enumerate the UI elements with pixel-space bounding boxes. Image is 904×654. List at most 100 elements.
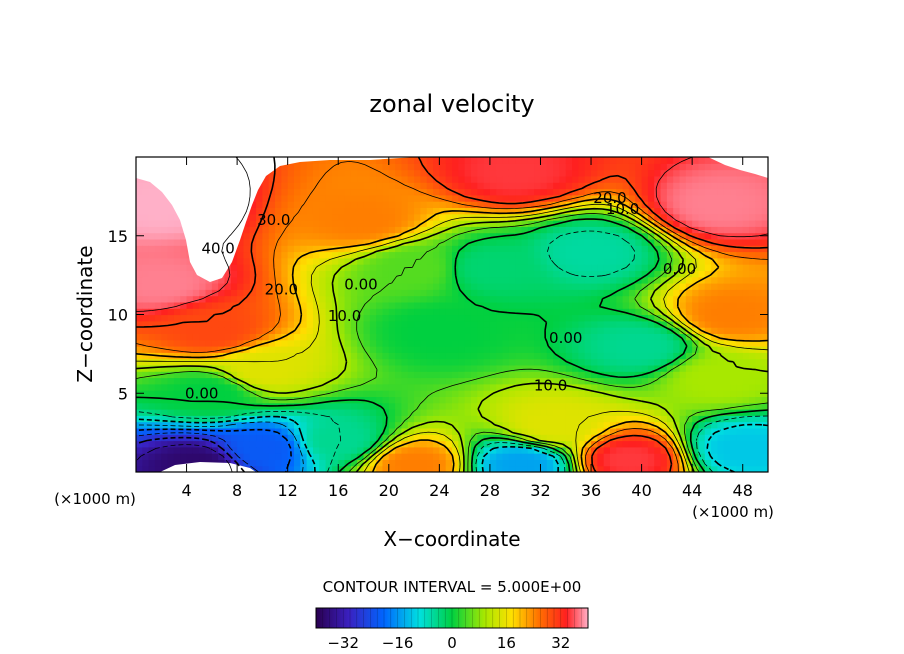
field-cell bbox=[268, 339, 276, 347]
field-cell bbox=[578, 339, 586, 347]
field-cell bbox=[325, 446, 333, 454]
field-cell bbox=[477, 371, 485, 379]
field-cell bbox=[610, 232, 617, 240]
field-cell bbox=[458, 409, 466, 416]
field-cell bbox=[281, 245, 289, 253]
field-cell bbox=[464, 383, 472, 391]
field-cell bbox=[395, 440, 403, 448]
field-cell bbox=[325, 352, 333, 360]
field-cell bbox=[622, 327, 630, 334]
field-cell bbox=[199, 421, 207, 429]
field-cell bbox=[635, 409, 643, 416]
field-cell bbox=[275, 207, 282, 215]
field-cell bbox=[414, 364, 421, 372]
field-cell bbox=[527, 358, 535, 366]
field-cell bbox=[376, 383, 384, 391]
field-cell bbox=[136, 377, 143, 385]
field-cell bbox=[635, 434, 643, 442]
field-cell bbox=[635, 201, 643, 208]
field-cell bbox=[673, 207, 681, 215]
field-cell bbox=[565, 175, 573, 183]
field-cell bbox=[426, 339, 434, 347]
field-cell bbox=[148, 194, 156, 202]
field-cell bbox=[161, 238, 169, 246]
field-cell bbox=[502, 364, 510, 372]
field-cell bbox=[439, 364, 447, 372]
field-cell bbox=[294, 314, 301, 322]
field-cell bbox=[388, 264, 396, 271]
field-cell bbox=[312, 396, 320, 404]
field-cell bbox=[723, 308, 731, 316]
field-cell bbox=[275, 371, 282, 379]
field-cell bbox=[376, 396, 384, 404]
field-cell bbox=[597, 238, 605, 246]
field-cell bbox=[167, 409, 175, 416]
field-cell bbox=[186, 289, 194, 297]
field-cell bbox=[306, 220, 314, 227]
field-cell bbox=[312, 194, 320, 202]
field-cell bbox=[603, 220, 611, 227]
field-cell bbox=[597, 182, 605, 190]
field-cell bbox=[489, 226, 497, 234]
field-cell bbox=[698, 270, 706, 278]
field-cell bbox=[730, 339, 737, 347]
field-cell bbox=[154, 220, 162, 227]
field-cell bbox=[761, 440, 768, 448]
field-cell bbox=[186, 421, 194, 429]
field-cell bbox=[470, 270, 478, 278]
field-cell bbox=[660, 220, 668, 227]
field-cell bbox=[407, 390, 415, 397]
field-cell bbox=[540, 371, 548, 379]
field-cell bbox=[173, 377, 181, 385]
field-cell bbox=[300, 396, 308, 404]
field-cell bbox=[470, 421, 478, 429]
field-cell bbox=[180, 257, 188, 265]
field-cell bbox=[363, 440, 371, 448]
field-cell bbox=[199, 427, 207, 435]
field-cell bbox=[407, 308, 415, 316]
field-cell bbox=[483, 289, 491, 297]
field-cell bbox=[540, 220, 548, 227]
field-cell bbox=[527, 289, 535, 297]
field-cell bbox=[578, 295, 586, 303]
field-cell bbox=[711, 446, 719, 454]
field-cell bbox=[591, 163, 598, 171]
field-cell bbox=[256, 371, 263, 379]
field-cell bbox=[243, 415, 251, 423]
field-cell bbox=[275, 352, 282, 360]
field-cell bbox=[483, 434, 491, 442]
field-cell bbox=[540, 163, 548, 171]
field-cell bbox=[641, 402, 649, 410]
field-cell bbox=[275, 257, 282, 265]
field-cell bbox=[508, 270, 516, 278]
field-cell bbox=[376, 352, 384, 360]
field-cell bbox=[256, 459, 263, 467]
field-cell bbox=[635, 314, 643, 322]
field-cell bbox=[622, 251, 630, 259]
field-cell bbox=[395, 163, 403, 171]
field-cell bbox=[515, 251, 523, 259]
field-cell bbox=[331, 169, 339, 177]
field-cell bbox=[666, 377, 674, 385]
field-cell bbox=[344, 371, 352, 379]
field-cell bbox=[704, 339, 712, 347]
field-cell bbox=[666, 251, 674, 259]
field-cell bbox=[186, 415, 194, 423]
field-cell bbox=[452, 421, 459, 429]
field-cell bbox=[692, 377, 700, 385]
field-cell bbox=[161, 194, 169, 202]
field-cell bbox=[685, 182, 693, 190]
field-cell bbox=[622, 421, 630, 429]
field-cell bbox=[553, 333, 561, 341]
field-cell bbox=[382, 182, 390, 190]
field-cell bbox=[521, 301, 529, 309]
field-cell bbox=[395, 245, 403, 253]
field-cell bbox=[540, 390, 548, 397]
field-cell bbox=[742, 194, 750, 202]
field-cell bbox=[312, 207, 320, 215]
field-cell bbox=[192, 371, 200, 379]
field-cell bbox=[502, 238, 510, 246]
field-cell bbox=[211, 440, 219, 448]
field-cell bbox=[186, 283, 194, 290]
field-cell bbox=[224, 358, 232, 366]
